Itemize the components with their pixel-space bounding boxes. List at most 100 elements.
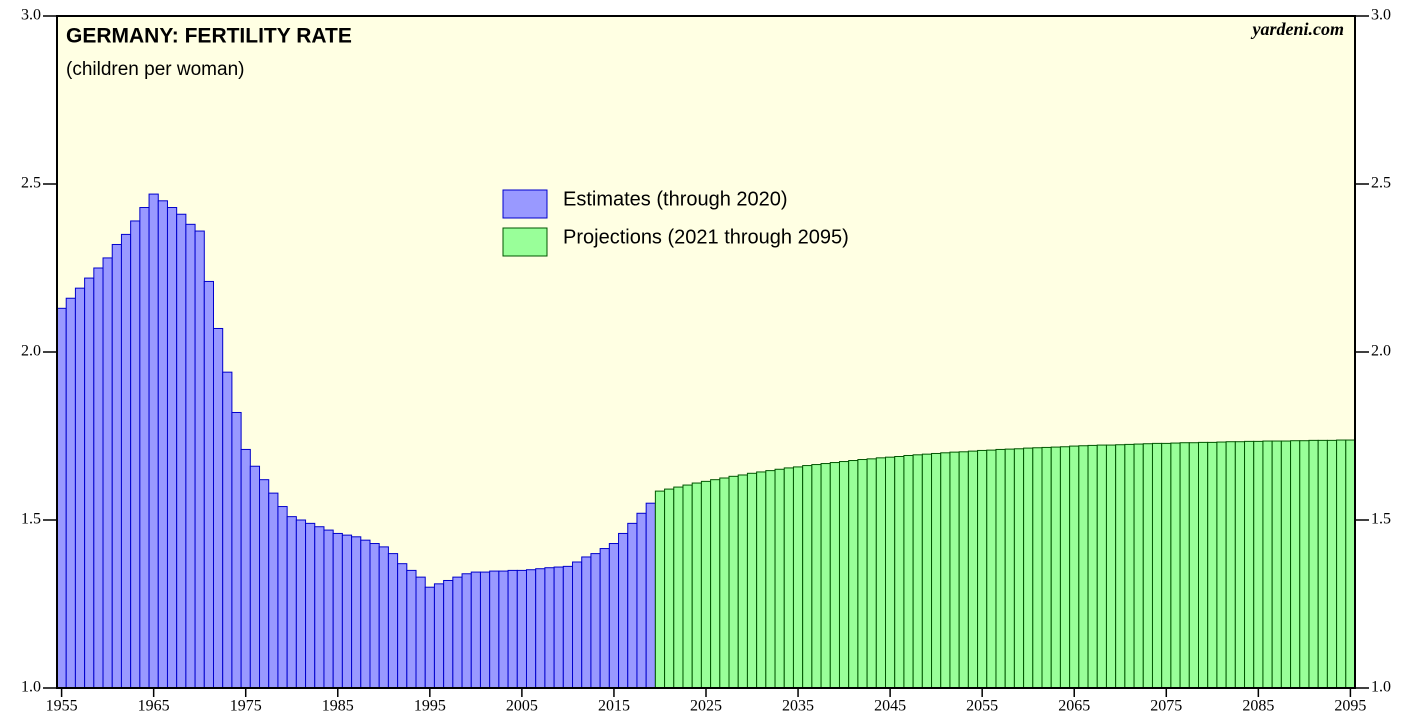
bar [682,484,693,689]
bar [829,462,840,689]
bar [323,529,334,689]
bar [811,464,822,689]
bar [369,543,380,689]
bar [608,543,620,689]
bar [866,458,877,689]
bar [74,287,86,689]
bar [433,583,445,689]
bar [507,569,518,689]
bar [452,576,463,689]
bar [1050,446,1061,689]
bar [636,512,647,689]
x-tick-label: 2085 [1242,698,1274,715]
bar [977,449,988,689]
bar [231,411,242,689]
bar [673,486,684,689]
bar [1234,441,1246,689]
bar [700,480,712,689]
bar [1326,439,1338,689]
x-tick-label: 2065 [1058,698,1090,715]
source: yardeni.com [1251,19,1345,39]
bar [120,233,132,689]
x-tick-label: 2025 [690,698,722,715]
bar [461,573,472,689]
bar [1115,444,1126,689]
bar [351,536,362,689]
bar [562,565,574,689]
x-tick-label: 1995 [414,698,446,715]
bar [479,571,491,689]
bar [1179,442,1190,689]
y2-tick-label: 2.5 [1371,175,1391,192]
bar [774,468,785,689]
y-tick-label: 1.5 [21,511,41,528]
bar [443,579,454,689]
bar [783,467,794,689]
bar [1032,447,1043,689]
bar [894,455,905,689]
bar [489,570,500,689]
x-tick-label: 1985 [322,698,354,715]
y-tick-label: 3.0 [21,7,41,24]
x-tick-label: 2045 [874,698,906,715]
bar [295,519,307,689]
bar [1271,440,1282,689]
bar [84,277,95,689]
x-tick-label: 2035 [782,698,814,715]
bar [1133,443,1144,689]
bar [1207,441,1218,689]
bar [1198,441,1209,689]
bar [424,586,435,689]
bar [1078,445,1089,689]
x-tick-label: 2005 [506,698,538,715]
bar [1308,439,1319,689]
bar [1069,445,1080,689]
bar [572,561,583,689]
bar [921,453,933,689]
bar [277,506,288,689]
bar [415,576,426,689]
bar [1225,441,1236,689]
bar [1059,446,1071,689]
bar [111,243,122,689]
bar [470,571,481,689]
bar [1096,444,1107,689]
bar [397,563,408,689]
legend-swatch [502,227,548,257]
bar [986,449,997,689]
bar [268,492,279,689]
bar [581,556,592,689]
bar [65,297,76,689]
bar [838,461,850,689]
legend-label: Projections (2021 through 2095) [563,226,849,248]
bar [719,477,730,689]
bar [1262,440,1273,689]
bar [618,532,629,689]
bar [498,570,509,689]
bar [1004,448,1015,689]
bar [1142,443,1153,689]
x-tick-label: 2075 [1150,698,1182,715]
bar [1290,440,1301,689]
bar [756,471,767,689]
bar [148,193,159,689]
bar [176,213,187,689]
bar [1105,444,1117,689]
bar [102,257,113,689]
bar [1041,446,1052,689]
bar [691,482,702,689]
bar [737,474,748,689]
bar [1299,440,1310,689]
bar [157,200,168,689]
bar [765,470,776,689]
bar [212,327,224,689]
bar [746,472,758,689]
y2-tick-label: 2.0 [1371,343,1391,360]
bar [728,475,739,689]
bar [240,448,251,689]
bar [710,479,721,689]
bar [130,220,141,689]
bar [1345,439,1356,689]
bar [792,466,804,689]
bar [802,465,813,689]
